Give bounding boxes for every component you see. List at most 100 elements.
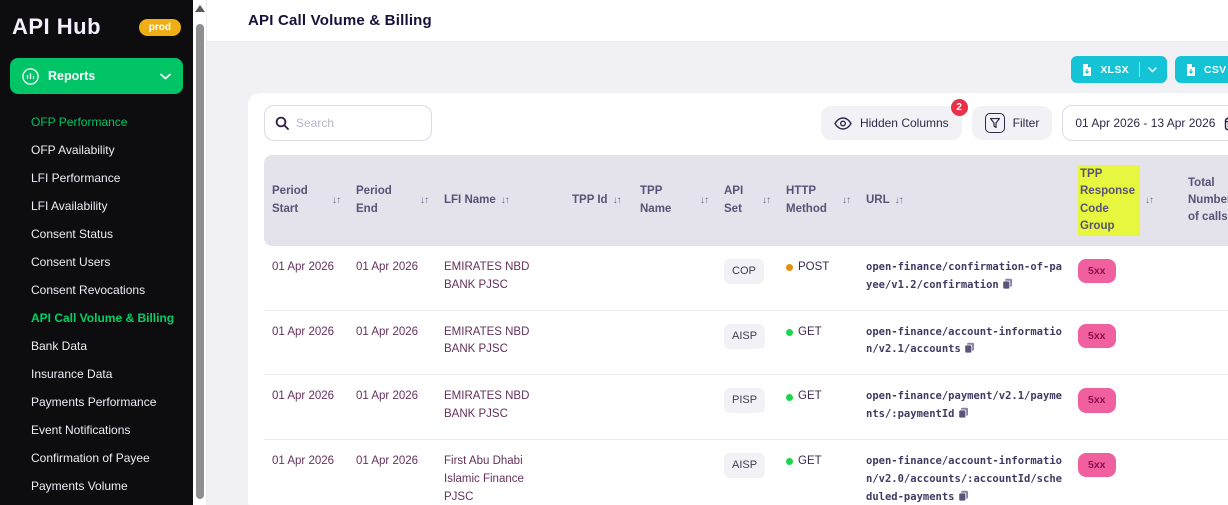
api-set-badge: PISP (724, 388, 766, 414)
column-label: API Set (724, 185, 744, 215)
table-toolbar: Hidden Columns 2 Filter 01 Apr 2026 - 13… (264, 99, 1228, 141)
sort-icon[interactable]: ↓↑ (332, 195, 341, 206)
cell-lfi-name: EMIRATES NBD BANK PJSC (444, 261, 530, 291)
export-xlsx-button[interactable]: XLSX (1071, 56, 1167, 83)
page-header: API Call Volume & Billing (207, 0, 1228, 42)
cell-http-method: GET (778, 375, 858, 439)
cell-tpp-id (564, 311, 632, 375)
sort-icon[interactable]: ↓↑ (500, 195, 510, 206)
sidebar-item-consent-users[interactable]: Consent Users (31, 255, 111, 269)
column-header-api-set[interactable]: API Set ↓↑ (716, 155, 778, 246)
cell-period-start: 01 Apr 2026 (272, 325, 335, 338)
sidebar-nav: OFP Performance OFP Availability LFI Per… (10, 108, 183, 505)
http-method-label: GET (798, 454, 822, 467)
sidebar-item-confirmation-of-payee[interactable]: Confirmation of Payee (31, 451, 150, 465)
sidebar-item-payments-value[interactable]: Payments Value (10, 500, 183, 505)
sidebar-item-event-notifications[interactable]: Event Notifications (31, 423, 131, 437)
cell-tpp-name (632, 375, 716, 439)
cell-tpp-name (632, 311, 716, 375)
sidebar-item-lfi-availability[interactable]: LFI Availability (31, 199, 108, 213)
date-range-value: 01 Apr 2026 - 13 Apr 2026 (1075, 116, 1216, 130)
sidebar-item-ofp-performance[interactable]: OFP Performance (31, 115, 128, 129)
filter-button[interactable]: Filter (971, 106, 1053, 140)
column-header-http-method[interactable]: HTTP Method ↓↑ (778, 155, 858, 246)
cell-url: open-finance/confirmation-of-payee/v1.2/… (858, 246, 1070, 310)
table-card: Hidden Columns 2 Filter 01 Apr 2026 - 13… (248, 93, 1228, 505)
sidebar-scrollbar-thumb[interactable] (196, 24, 204, 499)
sort-icon[interactable]: ↓↑ (612, 195, 622, 206)
sidebar-item-ofp-availability[interactable]: OFP Availability (31, 143, 115, 157)
sidebar-item-consent-status[interactable]: Consent Status (31, 227, 114, 241)
env-badge: prod (138, 18, 181, 36)
response-code-badge: 5xx (1078, 259, 1116, 284)
toolbar-right-group: Hidden Columns 2 Filter 01 Apr 2026 - 13… (820, 99, 1228, 141)
sort-icon[interactable]: ↓↑ (894, 195, 904, 206)
column-header-tpp-name[interactable]: TPP Name ↓↑ (632, 155, 716, 246)
calendar-icon[interactable] (1224, 116, 1228, 131)
export-csv-button[interactable]: CSV (1174, 56, 1228, 83)
cell-http-method: POST (778, 246, 858, 310)
cell-period-start: 01 Apr 2026 (272, 390, 335, 403)
cell-period-end: 01 Apr 2026 (356, 325, 419, 338)
http-method-label: GET (798, 325, 822, 338)
sidebar-item-lfi-performance[interactable]: LFI Performance (31, 171, 121, 185)
column-label: HTTP Method (786, 185, 827, 215)
column-header-tpp-id[interactable]: TPP Id ↓↑ (564, 155, 632, 246)
column-header-total-calls[interactable]: Total Number of calls↓↑ (1180, 155, 1228, 246)
sidebar-item-bank-data[interactable]: Bank Data (31, 339, 88, 353)
copy-icon[interactable] (964, 342, 975, 361)
column-header-lfi-name[interactable]: LFI Name ↓↑ (436, 155, 564, 246)
http-method-dot-icon (786, 458, 793, 466)
copy-icon[interactable] (1002, 278, 1013, 297)
column-label: LFI Name (444, 193, 496, 206)
filter-funnel-icon (984, 113, 1005, 133)
cell-total-calls: 5 (1180, 375, 1228, 439)
column-header-url[interactable]: URL ↓↑ (858, 155, 1070, 246)
search-input[interactable] (296, 116, 416, 130)
table-row[interactable]: 01 Apr 2026 01 Apr 2026 EMIRATES NBD BAN… (264, 375, 1228, 440)
column-label: Period End (356, 185, 392, 215)
url-text: open-finance/payment/v2.1/payments/:paym… (866, 390, 1062, 421)
sidebar-item-api-call-volume-billing[interactable]: API Call Volume & Billing (31, 311, 175, 325)
filter-label: Filter (1012, 116, 1040, 130)
date-range-input[interactable]: 01 Apr 2026 - 13 Apr 2026 (1062, 105, 1228, 141)
sidebar-scrollbar[interactable] (193, 0, 207, 505)
sidebar-item-payments-performance[interactable]: Payments Performance (31, 395, 157, 409)
cell-total-calls: 12 (1180, 440, 1228, 505)
column-header-period-start[interactable]: Period Start ↓↑ (264, 155, 348, 246)
cell-period-end: 01 Apr 2026 (356, 390, 419, 403)
sort-icon[interactable]: ↓↑ (700, 195, 709, 206)
cell-http-method: GET (778, 440, 858, 505)
sidebar-section-reports[interactable]: Reports (10, 58, 183, 94)
column-header-tpp-response-code-group[interactable]: TPP Response Code Group ↓↑ (1070, 155, 1180, 246)
cell-period-end: 01 Apr 2026 (356, 454, 419, 467)
export-row: XLSX CSV (207, 42, 1228, 83)
table-row[interactable]: 01 Apr 2026 01 Apr 2026 EMIRATES NBD BAN… (264, 246, 1228, 311)
sidebar: API Hub prod Reports OFP Performance OFP… (0, 0, 193, 505)
sidebar-item-insurance-data[interactable]: Insurance Data (31, 367, 113, 381)
table-row[interactable]: 01 Apr 2026 01 Apr 2026 EMIRATES NBD BAN… (264, 311, 1228, 376)
scroll-up-arrow-icon[interactable] (195, 5, 205, 12)
cell-response-group: 5xx (1070, 440, 1180, 505)
sidebar-item-payments-volume[interactable]: Payments Volume (31, 479, 128, 493)
copy-icon[interactable] (957, 490, 969, 505)
app-logo: API Hub (12, 14, 102, 39)
sort-icon[interactable]: ↓↑ (420, 195, 429, 206)
api-set-badge: AISP (724, 323, 766, 349)
sidebar-item-consent-revocations[interactable]: Consent Revocations (31, 283, 146, 297)
hidden-columns-label: Hidden Columns (859, 116, 949, 130)
copy-icon[interactable] (957, 407, 969, 426)
table-row[interactable]: 01 Apr 2026 01 Apr 2026 First Abu Dhabi … (264, 440, 1228, 505)
chevron-down-icon[interactable] (1148, 66, 1157, 73)
sort-icon[interactable]: ↓↑ (762, 195, 771, 206)
http-method-dot-icon (786, 264, 793, 272)
cell-total-calls: 3 (1180, 311, 1228, 375)
sort-icon[interactable]: ↓↑ (842, 195, 851, 206)
search-box[interactable] (264, 105, 432, 141)
sort-icon[interactable]: ↓↑ (1145, 195, 1154, 206)
column-header-period-end[interactable]: Period End ↓↑ (348, 155, 436, 246)
cell-lfi-name: EMIRATES NBD BANK PJSC (444, 325, 530, 356)
hidden-columns-button[interactable]: Hidden Columns 2 (820, 99, 968, 140)
cell-api-set: AISP (716, 440, 778, 505)
cell-response-group: 5xx (1070, 246, 1180, 310)
